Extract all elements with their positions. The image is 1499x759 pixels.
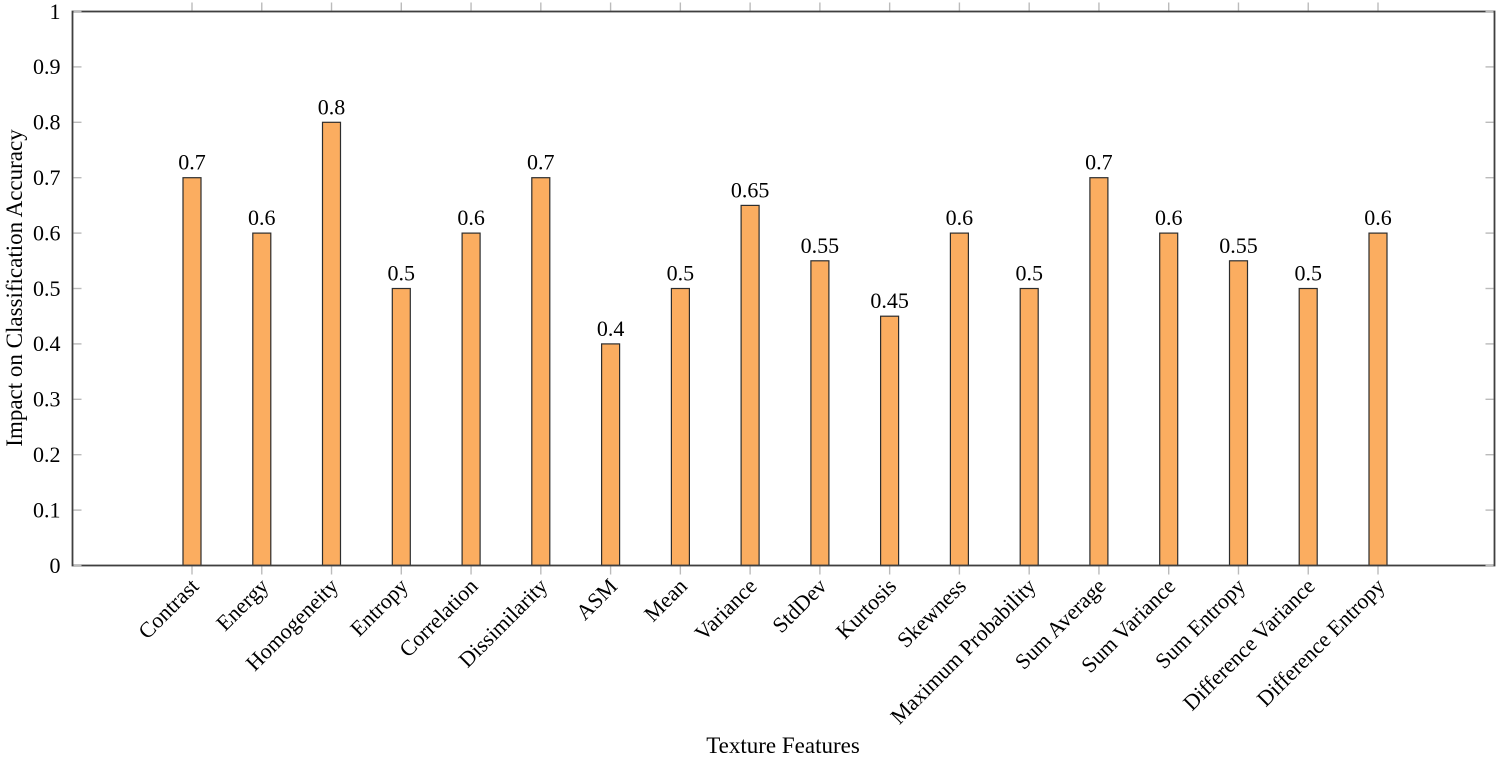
bar (810, 260, 830, 567)
y-tick-label: 0.7 (33, 165, 61, 190)
bar-value-label: 0.45 (870, 288, 909, 313)
bar-value-label: 0.5 (667, 261, 695, 286)
bar-value-label: 0.7 (527, 150, 555, 175)
y-axis-title: Impact on Classification Accuracy (2, 129, 27, 447)
bar-value-label: 0.8 (318, 94, 346, 119)
bar-value-label: 0.6 (946, 205, 974, 230)
bar (740, 204, 760, 567)
bar (1019, 287, 1039, 567)
bar-value-label: 0.6 (1364, 205, 1392, 230)
plot-border (71, 10, 1496, 567)
x-tick-label: Contrast (133, 573, 203, 643)
bar (1228, 260, 1249, 567)
y-tick-label: 0 (50, 553, 61, 578)
bar (252, 232, 272, 567)
bar (1368, 232, 1388, 567)
bar-value-label: 0.7 (1085, 150, 1113, 175)
bar (182, 177, 202, 567)
plot-frame (71, 10, 1496, 567)
bar-value-label: 0.55 (1219, 233, 1258, 258)
bar (879, 315, 900, 567)
x-tick-label: Difference Variance (1178, 573, 1320, 715)
x-tick-label: Mean (639, 573, 692, 626)
bar (949, 232, 970, 567)
bar-value-label: 0.6 (457, 205, 485, 230)
x-tick-label: Energy (211, 573, 273, 635)
bar-value-label: 0.55 (801, 233, 840, 258)
bar (600, 343, 621, 567)
x-tick-label: Entropy (345, 573, 413, 641)
y-tick-label: 0.8 (33, 110, 61, 135)
bar (1089, 177, 1109, 567)
bars-layer (182, 121, 1388, 567)
bar-value-label: 0.5 (1015, 261, 1043, 286)
bar-value-label: 0.7 (178, 150, 206, 175)
x-axis-title: Texture Features (706, 733, 860, 758)
bar-value-label: 0.6 (1155, 205, 1183, 230)
bar-value-labels: 0.7 0.6 0.8 0.5 0.6 0.7 0.4 0.5 0.65 0.55 0.45 0.6 0… (178, 94, 1392, 341)
bar (461, 232, 481, 567)
bar-value-label: 0.5 (1294, 261, 1322, 286)
y-tick-label: 0.6 (33, 220, 61, 245)
y-tick-label: 1 (50, 0, 61, 24)
x-tick-label: ASM (571, 573, 622, 624)
x-tick-label: StdDev (767, 573, 831, 637)
bar-value-label: 0.5 (388, 261, 416, 286)
bar-value-label: 0.65 (731, 177, 770, 202)
y-tick-label: 0.3 (33, 387, 61, 412)
axis-ticks (73, 2, 1494, 575)
y-tick-label: 0.4 (33, 331, 61, 356)
y-tick-label: 0.5 (33, 276, 61, 301)
bar-value-label: 0.4 (597, 316, 625, 341)
bar (391, 287, 411, 567)
bar (1298, 287, 1318, 567)
y-tick-label: 0.1 (33, 497, 61, 522)
x-tick-label: Kurtosis (831, 573, 901, 643)
x-tick-label: Difference Entropy (1252, 573, 1390, 711)
x-tick-label: Variance (690, 573, 762, 645)
bar (531, 177, 551, 567)
bar-value-label: 0.6 (248, 205, 276, 230)
bar (321, 121, 342, 567)
bar (1159, 232, 1179, 567)
y-tick-label: 0.2 (33, 442, 61, 467)
y-tick-label: 0.9 (33, 54, 61, 79)
y-tick-labels: 0 0.1 0.2 0.3 0.4 0.5 0.6 0.7 0.8 0.9 1 (33, 0, 61, 578)
bar (670, 287, 691, 567)
